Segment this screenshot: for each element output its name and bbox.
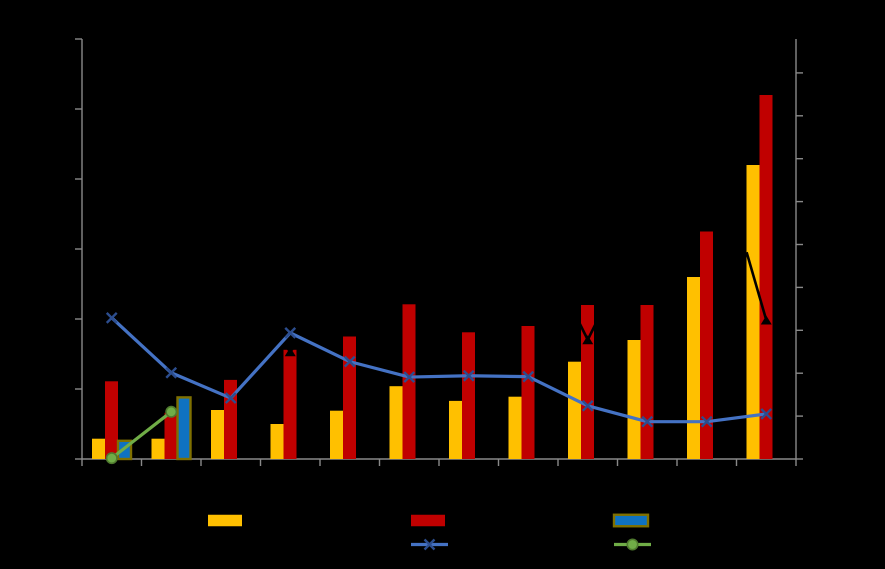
bar-yellow-bars-5 <box>330 410 343 459</box>
bar-yellow-bars-3 <box>211 410 224 459</box>
bar-yellow-bars-4 <box>270 424 284 459</box>
blue-line-marker-12 <box>760 408 773 420</box>
bar-red-bars-8 <box>521 326 535 459</box>
bar-red-bars-11 <box>700 231 713 459</box>
legend-swatch-blue-bars <box>612 513 650 528</box>
bar-yellow-bars-11 <box>687 277 700 459</box>
green-line-marker-1 <box>105 452 118 465</box>
bar-yellow-bars-2 <box>151 438 165 459</box>
blue-line-marker-7 <box>462 369 475 382</box>
bar-yellow-bars-1 <box>92 438 105 459</box>
bar-blue-bars-2 <box>176 396 192 461</box>
black-line-marker <box>284 347 296 357</box>
bar-yellow-bars-10 <box>627 340 641 459</box>
blue-line-marker-11 <box>700 415 713 428</box>
bar-red-bars-10 <box>640 305 654 459</box>
bar-red-bars-4 <box>283 349 297 459</box>
green-line <box>110 410 173 460</box>
bar-red-bars-6 <box>402 304 416 459</box>
bar-yellow-bars-7 <box>449 400 462 459</box>
black-line-segment-3 <box>745 251 768 321</box>
blue-line-marker-10 <box>641 415 654 428</box>
blue-line <box>110 316 767 424</box>
bar-red-bars-7 <box>462 332 475 459</box>
legend-swatch-blue-line-marker <box>423 538 436 551</box>
bar-red-bars-5 <box>343 336 356 459</box>
bar-yellow-bars-8 <box>508 396 522 459</box>
legend-swatch-red-bars <box>411 514 445 527</box>
blue-line-marker-2 <box>165 366 178 379</box>
bar-red-bars-12 <box>759 95 773 459</box>
black-line-marker <box>760 315 772 325</box>
black-line-marker <box>582 335 594 345</box>
blue-line-marker-4 <box>284 327 297 339</box>
blue-line-marker-8 <box>522 370 535 383</box>
bar-yellow-bars-9 <box>568 361 581 459</box>
blue-line-marker-3 <box>224 392 237 404</box>
bar-red-bars-2 <box>164 412 178 459</box>
legend-swatch-green-line-marker <box>626 538 639 551</box>
blue-line-marker-9 <box>581 399 594 412</box>
bar-yellow-bars-6 <box>389 386 403 459</box>
bar-red-bars-1 <box>105 381 118 459</box>
blue-line-marker-1 <box>105 312 118 324</box>
green-line-marker-2 <box>165 405 178 418</box>
bar-yellow-bars-12 <box>746 165 760 459</box>
blue-line-marker-6 <box>403 371 416 383</box>
legend-swatch-yellow-bars <box>208 514 242 527</box>
blue-line-marker-5 <box>343 355 356 368</box>
